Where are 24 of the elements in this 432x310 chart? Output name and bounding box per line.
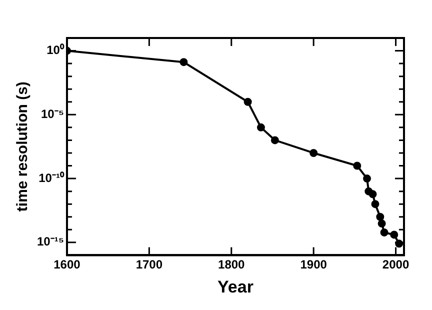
y-tick-label: 10⁻⁵ [40,106,64,121]
point [368,190,377,198]
y-tick-label: 10⁻¹⁵ [36,234,64,249]
point [390,230,398,239]
x-axis-title: Year [218,277,254,296]
y-axis-title: time resolution (s) [14,82,32,212]
point [371,200,380,208]
x-tick-label: 1900 [300,258,328,272]
point [378,220,386,228]
x-tick-label: 1800 [218,258,246,272]
point [310,148,318,157]
point [380,228,388,236]
point [376,212,384,221]
x-tick-label: 2000 [382,258,410,272]
point [244,98,252,106]
x-tick-label: 1700 [136,258,163,272]
y-tick-label: 10⁰ [46,43,65,58]
point [270,136,279,144]
point [180,58,188,66]
point [353,162,362,170]
x-tick-label: 1600 [54,258,81,272]
point [363,174,372,183]
point [256,123,265,132]
y-tick-label: 10⁻¹⁰ [38,170,65,185]
